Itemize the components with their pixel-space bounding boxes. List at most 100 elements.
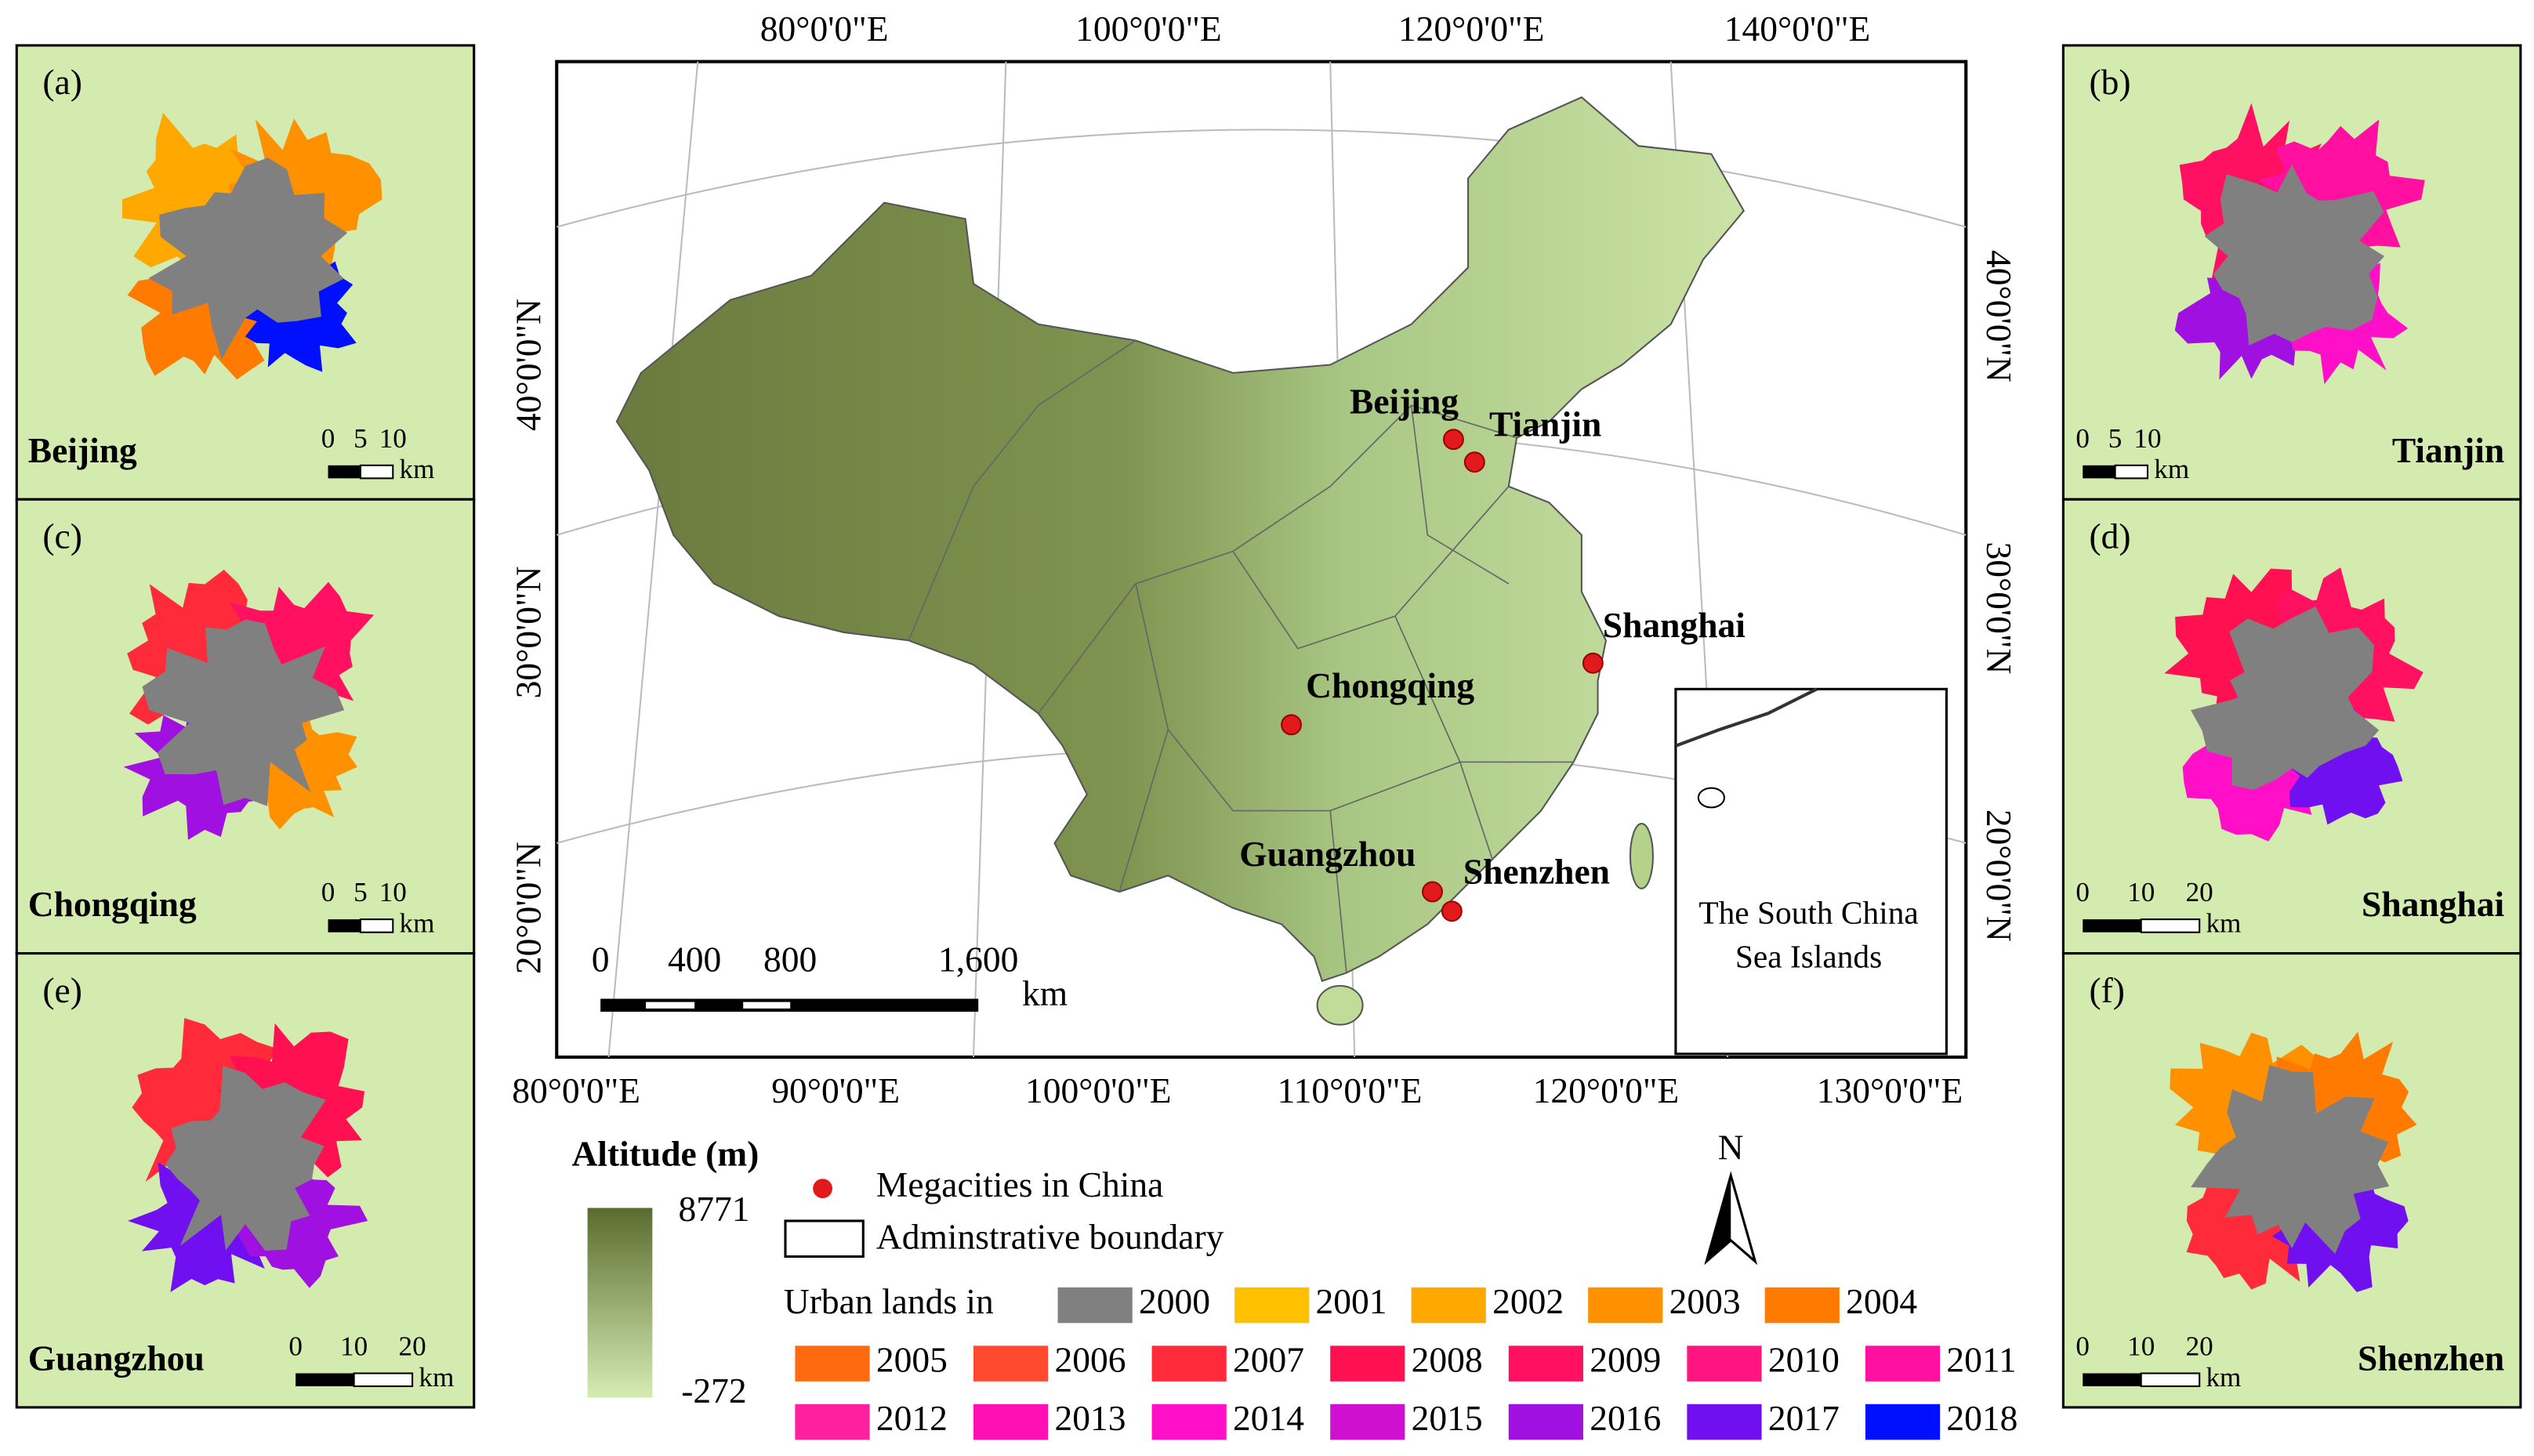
scale-bar-white: [2114, 464, 2149, 480]
scale-tick: 5: [353, 877, 368, 907]
inset-label: Sea Islands: [1735, 938, 1882, 974]
boundary-symbol: [784, 1219, 865, 1259]
scale-bar-black: [2083, 1373, 2141, 1387]
year-swatch: [1330, 1403, 1405, 1440]
scale-tick: 20: [399, 1331, 426, 1362]
scale-tick: 0: [288, 1331, 303, 1362]
lat-label-right: 30°0'0"N: [1979, 541, 2019, 674]
lat-label-left: 40°0'0"N: [509, 299, 549, 431]
urban-patch: [2191, 607, 2380, 791]
scale-tick: 0: [2075, 877, 2090, 907]
taiwan: [1629, 823, 1654, 889]
urban-patch: [2191, 1065, 2390, 1254]
year-label: 2006: [1054, 1340, 1126, 1380]
lat-label-left: 30°0'0"N: [509, 567, 549, 699]
inset-island: [1697, 787, 1726, 809]
lon-label-top: 140°0'0"E: [1724, 9, 1871, 49]
urban-title: Urban lands in: [784, 1281, 994, 1321]
year-label: 2004: [1846, 1281, 1917, 1321]
lat-label-right: 20°0'0"N: [1979, 809, 2019, 942]
scale-tick: 5: [2108, 423, 2123, 454]
year-label: 2015: [1412, 1398, 1483, 1438]
year-swatch: [1151, 1403, 1227, 1440]
scale-bar-white: [646, 1001, 695, 1009]
scale-bar-black: [2083, 465, 2115, 479]
urban-patch: [142, 619, 345, 806]
scale-tick: 0: [2075, 423, 2090, 454]
province-boundaries: [908, 339, 1574, 973]
year-swatch: [1508, 1403, 1583, 1440]
scale-bar-black: [328, 919, 361, 933]
panel-tag: (b): [2090, 62, 2131, 102]
megacity-dot: [1582, 652, 1604, 674]
scale-unit: km: [400, 454, 435, 484]
scale-bar-white: [359, 918, 394, 933]
lon-label-bottom: 110°0'0"E: [1278, 1070, 1423, 1110]
city-label: Beijing: [1350, 382, 1459, 422]
city-label: Guangzhou: [1239, 834, 1416, 874]
year-label: 2002: [1492, 1281, 1564, 1321]
year-label: 2000: [1139, 1281, 1210, 1321]
lon-label-bottom: 100°0'0"E: [1025, 1070, 1172, 1110]
year-label: 2017: [1768, 1398, 1840, 1438]
lon-label-bottom: 130°0'0"E: [1817, 1070, 1963, 1110]
panel-city: Tianjin: [2392, 430, 2504, 470]
megacity-dot: [1422, 881, 1443, 903]
scale-tick: 10: [379, 423, 407, 454]
scale-tick: 10: [340, 1331, 368, 1362]
year-label: 2007: [1233, 1340, 1304, 1380]
inset-coast: [1675, 687, 1818, 748]
year-label: 2010: [1768, 1340, 1840, 1380]
year-swatch: [1764, 1287, 1840, 1324]
scale-tick: 10: [2133, 423, 2161, 454]
year-label: 2018: [1946, 1398, 2017, 1438]
year-label: 2001: [1316, 1281, 1387, 1321]
lon-label-top: 100°0'0"E: [1075, 9, 1222, 49]
boundary-label: Adminstrative boundary: [876, 1216, 1224, 1256]
year-swatch: [973, 1346, 1049, 1382]
scale-bar-white: [743, 1001, 791, 1009]
lat-label-left: 20°0'0"N: [509, 842, 549, 974]
scale-tick: 0: [321, 423, 335, 454]
scale-tick: 1,600: [938, 939, 1018, 979]
year-swatch: [1330, 1346, 1405, 1382]
scale-tick: 20: [2186, 1331, 2213, 1362]
scale-unit: km: [2206, 1362, 2241, 1393]
inset-label: The South China: [1698, 895, 1918, 931]
megacity-dot: [1441, 900, 1463, 922]
megacity-symbol: [813, 1179, 832, 1199]
scale-bar-black: [2083, 919, 2141, 933]
scale-tick: 800: [763, 939, 817, 979]
year-label: 2009: [1590, 1340, 1661, 1380]
inset-frame: [1674, 687, 1948, 1056]
north-label: N: [1718, 1127, 1744, 1167]
altitude-min: -272: [681, 1371, 746, 1411]
scale-unit: km: [400, 908, 435, 939]
scale-tick: 0: [321, 877, 335, 907]
year-swatch: [795, 1403, 870, 1440]
year-swatch: [1411, 1287, 1486, 1324]
lon-label-bottom: 80°0'0"E: [512, 1070, 640, 1110]
altitude-ramp: [587, 1208, 653, 1398]
scale-bar-white: [2140, 1372, 2201, 1388]
city-label: Shenzhen: [1463, 852, 1610, 892]
lat-label-right: 40°0'0"N: [1979, 250, 2019, 382]
city-label: Chongqing: [1306, 665, 1474, 705]
scale-tick: 5: [353, 423, 368, 454]
year-label: 2008: [1412, 1340, 1483, 1380]
year-swatch: [1151, 1346, 1227, 1382]
panel-tag: (c): [42, 516, 82, 556]
panel-tag: (a): [42, 62, 82, 102]
year-label: 2013: [1054, 1398, 1126, 1438]
year-swatch: [1588, 1287, 1663, 1324]
year-label: 2005: [876, 1340, 948, 1380]
megacities-label: Megacities in China: [876, 1164, 1163, 1204]
hainan: [1316, 984, 1364, 1026]
year-label: 2016: [1590, 1398, 1661, 1438]
scale-unit: km: [2154, 454, 2189, 484]
megacity-dot: [1463, 451, 1485, 473]
panel-tag: (e): [42, 970, 82, 1010]
panel-city: Guangzhou: [28, 1338, 205, 1378]
year-label: 2011: [1946, 1340, 2016, 1380]
